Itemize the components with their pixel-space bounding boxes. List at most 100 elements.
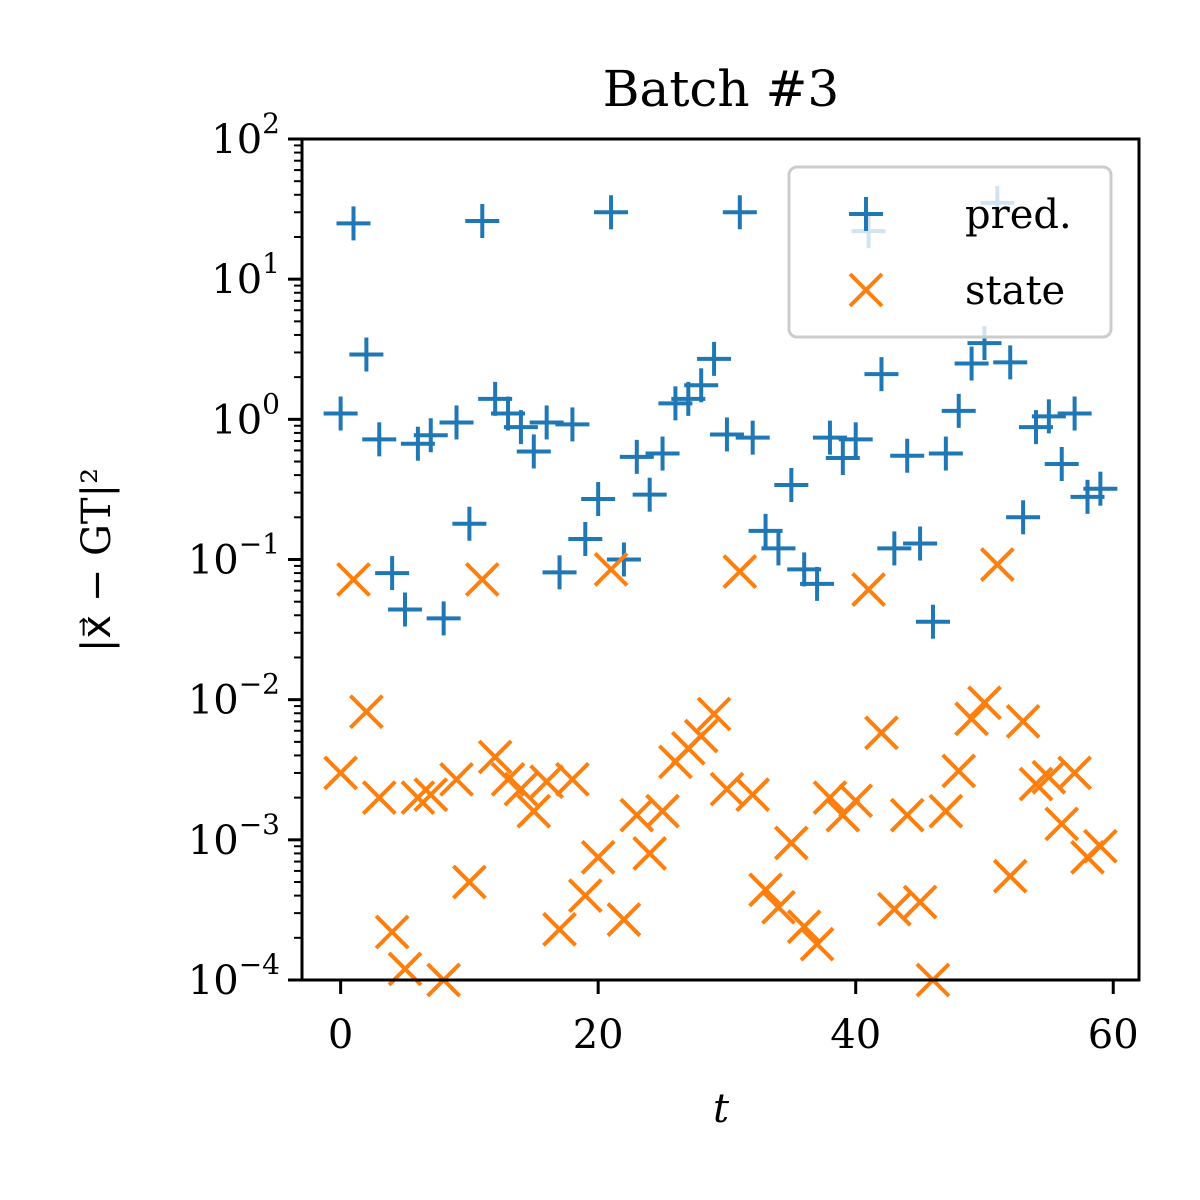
- pred-point: [915, 604, 950, 639]
- pred-point: [645, 436, 680, 471]
- state-point: [876, 891, 912, 927]
- state-point: [1082, 828, 1118, 864]
- pred-point: [697, 341, 732, 376]
- state-point: [1057, 755, 1093, 791]
- pred-point: [362, 422, 397, 457]
- pred-point: [993, 345, 1028, 380]
- pred-point: [684, 368, 719, 403]
- y-tick-label: 10−3: [188, 808, 280, 864]
- state-point: [786, 909, 822, 945]
- state-point: [773, 825, 809, 861]
- pred-point: [426, 601, 461, 636]
- y-tick-label: 101: [211, 247, 280, 303]
- state-point: [477, 739, 513, 775]
- pred-point: [439, 405, 474, 440]
- pred-point: [555, 407, 590, 442]
- legend: pred. state: [787, 165, 1113, 339]
- pred-point: [336, 206, 371, 241]
- pred-point: [465, 204, 500, 239]
- state-point: [503, 771, 539, 807]
- pred-point: [774, 468, 809, 503]
- y-tick-label: 10−4: [188, 948, 280, 1004]
- pred-point: [825, 440, 860, 475]
- state-point: [413, 777, 449, 813]
- state-point: [645, 793, 680, 829]
- state-point: [555, 761, 590, 797]
- pred-point: [323, 396, 358, 431]
- state-point: [400, 780, 436, 816]
- state-point: [606, 902, 642, 937]
- pred-point: [890, 438, 925, 473]
- pred-point: [503, 410, 538, 445]
- y-tick-label: 100: [211, 387, 280, 443]
- pred-point: [1006, 500, 1041, 535]
- state-point: [374, 914, 410, 950]
- state-point: [683, 718, 719, 754]
- pred-point: [349, 337, 384, 372]
- axis-ticks: 0 20 40 60 10−4 10−3 10−2 10−1 100 101 102: [188, 107, 1139, 1058]
- state-point: [761, 889, 796, 925]
- pred-point: [1057, 396, 1092, 431]
- state-point: [336, 562, 371, 597]
- pred-point: [1083, 471, 1118, 506]
- state-point: [632, 836, 668, 871]
- pred-point: [903, 526, 938, 561]
- pred-point: [413, 418, 448, 453]
- x-tick-label: 20: [573, 1012, 624, 1058]
- plot-frame: [300, 137, 1141, 982]
- x-tick-label: 40: [830, 1012, 881, 1058]
- state-point: [1005, 703, 1041, 739]
- state-point: [889, 797, 925, 833]
- pred-point: [941, 393, 976, 428]
- pred-point: [1031, 399, 1066, 434]
- pred-point: [388, 592, 423, 627]
- state-point: [735, 777, 771, 813]
- legend-marker-pred: [849, 197, 883, 231]
- legend-marker-state: [848, 272, 884, 308]
- state-point: [799, 926, 835, 962]
- pred-point: [594, 195, 629, 230]
- state-point: [954, 701, 990, 737]
- pred-point: [1044, 447, 1079, 482]
- state-point: [851, 572, 886, 608]
- state-point: [580, 839, 616, 875]
- y-tick-label: 10−1: [188, 528, 280, 584]
- y-tick-label: 10−2: [188, 668, 280, 724]
- state-point: [941, 753, 977, 789]
- pred-point: [838, 422, 873, 457]
- x-tick-label: 60: [1088, 1012, 1139, 1058]
- state-point: [516, 793, 552, 829]
- state-point: [542, 911, 577, 947]
- state-point: [1044, 806, 1080, 842]
- state-point: [722, 554, 758, 589]
- state-point: [361, 780, 397, 816]
- pred-point: [619, 439, 654, 474]
- state-point: [992, 858, 1028, 894]
- pred-point: [606, 542, 641, 577]
- data-markers: [323, 185, 1118, 998]
- pred-point: [516, 434, 551, 469]
- pred-point: [877, 531, 912, 566]
- pred-point: [452, 506, 487, 541]
- pred-point: [800, 566, 835, 601]
- state-point: [323, 755, 359, 791]
- state-point: [979, 547, 1015, 582]
- state-point: [567, 878, 603, 914]
- legend-label-pred: pred.: [965, 192, 1072, 238]
- pred-point: [568, 522, 603, 557]
- pred-point: [748, 513, 783, 548]
- x-axis-title: t: [713, 1086, 730, 1132]
- y-axis-title: |x⃗ − GT|²: [74, 468, 120, 652]
- state-point: [593, 551, 629, 587]
- pred-point: [864, 357, 899, 392]
- state-point: [902, 884, 938, 920]
- state-point: [838, 783, 874, 819]
- pred-point: [722, 195, 757, 230]
- pred-point: [954, 346, 989, 381]
- pred-point: [581, 482, 616, 517]
- pred-point: [375, 556, 410, 591]
- state-point: [439, 761, 474, 797]
- y-tick-label: 102: [211, 107, 280, 163]
- state-point: [967, 685, 1002, 721]
